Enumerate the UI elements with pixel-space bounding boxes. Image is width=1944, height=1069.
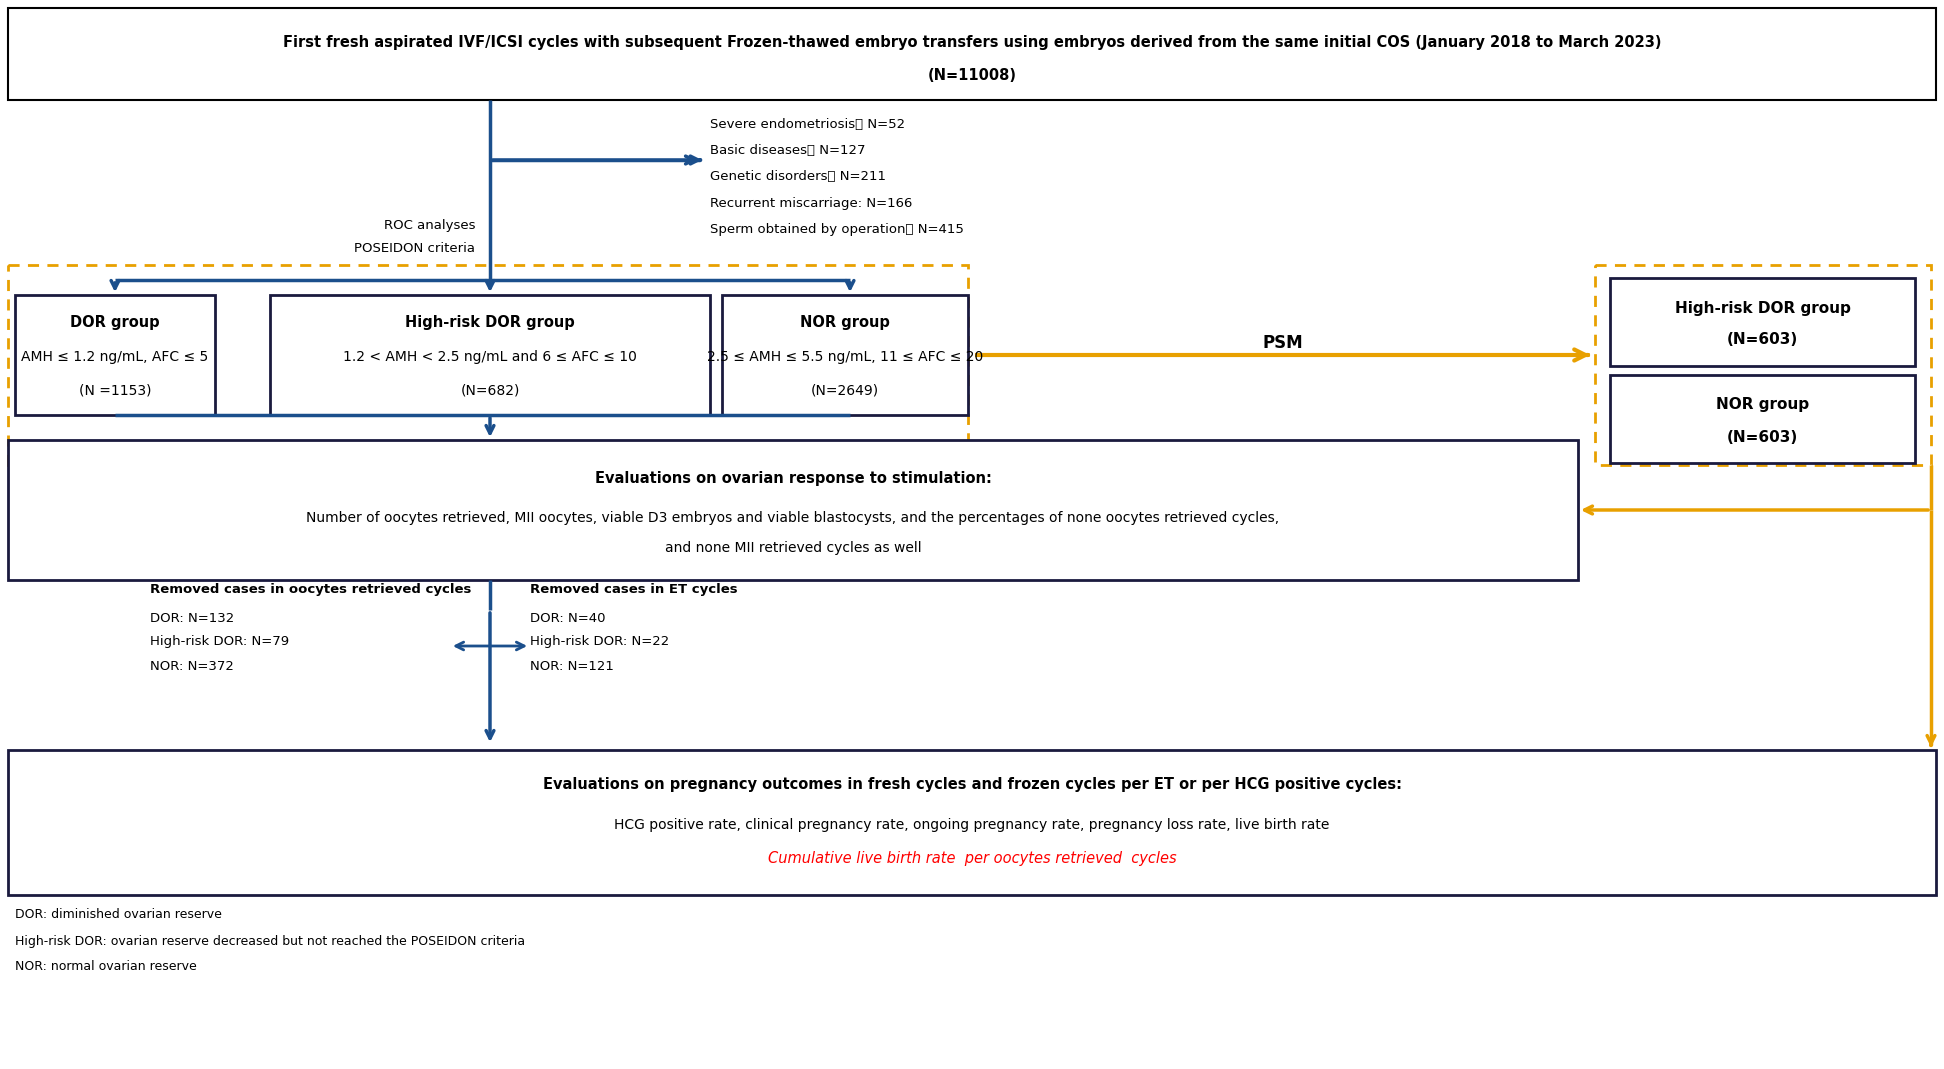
Text: HCG positive rate, clinical pregnancy rate, ongoing pregnancy rate, pregnancy lo: HCG positive rate, clinical pregnancy ra… [614, 818, 1330, 832]
Text: High-risk DOR group: High-risk DOR group [404, 315, 575, 330]
Text: NOR group: NOR group [1717, 398, 1810, 413]
FancyBboxPatch shape [1610, 375, 1915, 463]
Text: High-risk DOR: ovarian reserve decreased but not reached the POSEIDON criteria: High-risk DOR: ovarian reserve decreased… [16, 934, 525, 947]
Text: POSEIDON criteria: POSEIDON criteria [354, 242, 474, 254]
FancyBboxPatch shape [8, 7, 1936, 100]
Text: Genetic disorders： N=211: Genetic disorders： N=211 [710, 170, 886, 184]
Text: (N=603): (N=603) [1726, 430, 1798, 445]
Text: (N=11008): (N=11008) [927, 68, 1017, 83]
Text: (N=682): (N=682) [461, 384, 519, 398]
Text: 2.5 ≤ AMH ≤ 5.5 ng/mL, 11 ≤ AFC ≤ 20: 2.5 ≤ AMH ≤ 5.5 ng/mL, 11 ≤ AFC ≤ 20 [708, 350, 984, 365]
Text: High-risk DOR: N=79: High-risk DOR: N=79 [150, 635, 290, 649]
Text: Number of oocytes retrieved, MII oocytes, viable D3 embryos and viable blastocys: Number of oocytes retrieved, MII oocytes… [307, 511, 1279, 525]
Text: (N =1153): (N =1153) [80, 384, 152, 398]
Text: (N=2649): (N=2649) [811, 384, 879, 398]
Text: DOR: N=132: DOR: N=132 [150, 611, 233, 624]
Text: ROC analyses: ROC analyses [383, 218, 474, 232]
Text: High-risk DOR group: High-risk DOR group [1674, 300, 1851, 315]
FancyBboxPatch shape [270, 295, 710, 415]
Text: Evaluations on ovarian response to stimulation:: Evaluations on ovarian response to stimu… [595, 470, 991, 485]
Text: High-risk DOR: N=22: High-risk DOR: N=22 [531, 635, 669, 649]
Text: NOR: N=372: NOR: N=372 [150, 660, 233, 672]
Text: (N=603): (N=603) [1726, 332, 1798, 347]
Text: First fresh aspirated IVF/ICSI cycles with subsequent Frozen-thawed embryo trans: First fresh aspirated IVF/ICSI cycles wi… [282, 34, 1662, 49]
Text: Sperm obtained by operation： N=415: Sperm obtained by operation： N=415 [710, 222, 964, 235]
Text: Removed cases in oocytes retrieved cycles: Removed cases in oocytes retrieved cycle… [150, 584, 470, 597]
Text: Basic diseases： N=127: Basic diseases： N=127 [710, 144, 865, 157]
Text: and none MII retrieved cycles as well: and none MII retrieved cycles as well [665, 541, 921, 555]
FancyBboxPatch shape [1610, 278, 1915, 366]
Text: Severe endometriosis： N=52: Severe endometriosis： N=52 [710, 119, 906, 131]
Text: PSM: PSM [1264, 334, 1302, 352]
Text: AMH ≤ 1.2 ng/mL, AFC ≤ 5: AMH ≤ 1.2 ng/mL, AFC ≤ 5 [21, 350, 208, 365]
Text: 1.2 < AMH < 2.5 ng/mL and 6 ≤ AFC ≤ 10: 1.2 < AMH < 2.5 ng/mL and 6 ≤ AFC ≤ 10 [342, 350, 638, 365]
FancyBboxPatch shape [8, 440, 1579, 580]
Text: DOR: diminished ovarian reserve: DOR: diminished ovarian reserve [16, 909, 222, 921]
Text: NOR group: NOR group [801, 315, 890, 330]
FancyBboxPatch shape [8, 750, 1936, 895]
Text: Removed cases in ET cycles: Removed cases in ET cycles [531, 584, 737, 597]
Text: NOR: N=121: NOR: N=121 [531, 660, 614, 672]
FancyBboxPatch shape [721, 295, 968, 415]
Text: Evaluations on pregnancy outcomes in fresh cycles and frozen cycles per ET or pe: Evaluations on pregnancy outcomes in fre… [542, 777, 1402, 792]
FancyBboxPatch shape [16, 295, 216, 415]
Text: Recurrent miscarriage: N=166: Recurrent miscarriage: N=166 [710, 197, 912, 210]
Text: Cumulative live birth rate  per oocytes retrieved  cycles: Cumulative live birth rate per oocytes r… [768, 851, 1176, 866]
Text: DOR group: DOR group [70, 315, 159, 330]
Text: NOR: normal ovarian reserve: NOR: normal ovarian reserve [16, 961, 196, 974]
Text: DOR: N=40: DOR: N=40 [531, 611, 605, 624]
